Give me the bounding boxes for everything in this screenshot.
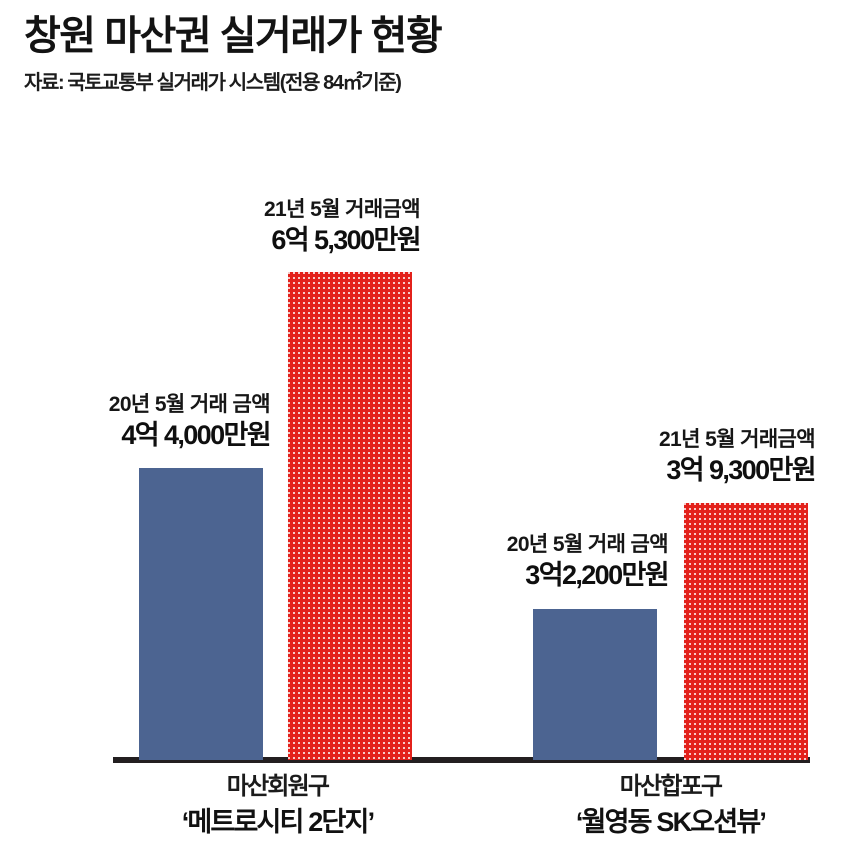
callout-group1-2020: 20년 5월 거래 금액 4억 4,000만원 [30, 393, 272, 452]
page-title: 창원 마산권 실거래가 현황 [24, 14, 443, 58]
bar-group2-2020[interactable] [533, 609, 657, 760]
category-label-group1-complex: ‘메트로시티 2단지’ [181, 806, 375, 837]
callout-group1-2021-amount: 6억 5,300만원 [271, 224, 421, 255]
category-label-group2-district: 마산합포구 [619, 773, 723, 800]
category-label-group1-district: 마산회원구 [226, 773, 330, 800]
source-note: 자료: 국토교통부 실거래가 시스템(전용 84㎡기준) [24, 71, 844, 95]
source-note-prefix: 자료: 국토교통부 실거래가 시스템(전용 84 [24, 71, 344, 94]
callout-group2-2021-period: 21년 5월 거래금액 [658, 428, 816, 451]
bar-group1-2021[interactable] [288, 272, 412, 760]
callout-group2-2021: 21년 5월 거래금액 3억 9,300만원 [575, 428, 817, 487]
bar-group2-2021[interactable] [684, 503, 808, 760]
category-label-group1: 마산회원구 ‘메트로시티 2단지’ [155, 773, 400, 838]
callout-group1-2021: 21년 5월 거래금액 6억 5,300만원 [180, 198, 422, 257]
category-label-group2: 마산합포구 ‘월영동 SK오션뷰’ [548, 773, 793, 838]
category-label-group2-complex: ‘월영동 SK오션뷰’ [575, 806, 767, 837]
callout-group1-2020-period: 20년 5월 거래 금액 [108, 393, 271, 416]
callout-group2-2020-amount: 3억2,200만원 [525, 559, 669, 590]
source-note-suffix: 기준) [361, 71, 402, 94]
bar-group1-2020[interactable] [139, 468, 263, 760]
callout-group2-2020-period: 20년 5월 거래 금액 [506, 533, 669, 556]
callout-group1-2021-period: 21년 5월 거래금액 [263, 198, 421, 221]
callout-group1-2020-amount: 4억 4,000만원 [121, 419, 271, 450]
header: 창원 마산권 실거래가 현황 자료: 국토교통부 실거래가 시스템(전용 84㎡… [24, 14, 844, 95]
callout-group2-2021-amount: 3억 9,300만원 [666, 454, 816, 485]
x-axis-line [113, 757, 810, 763]
callout-group2-2020: 20년 5월 거래 금액 3억2,200만원 [428, 533, 670, 592]
source-note-unit: ㎡ [342, 71, 363, 94]
